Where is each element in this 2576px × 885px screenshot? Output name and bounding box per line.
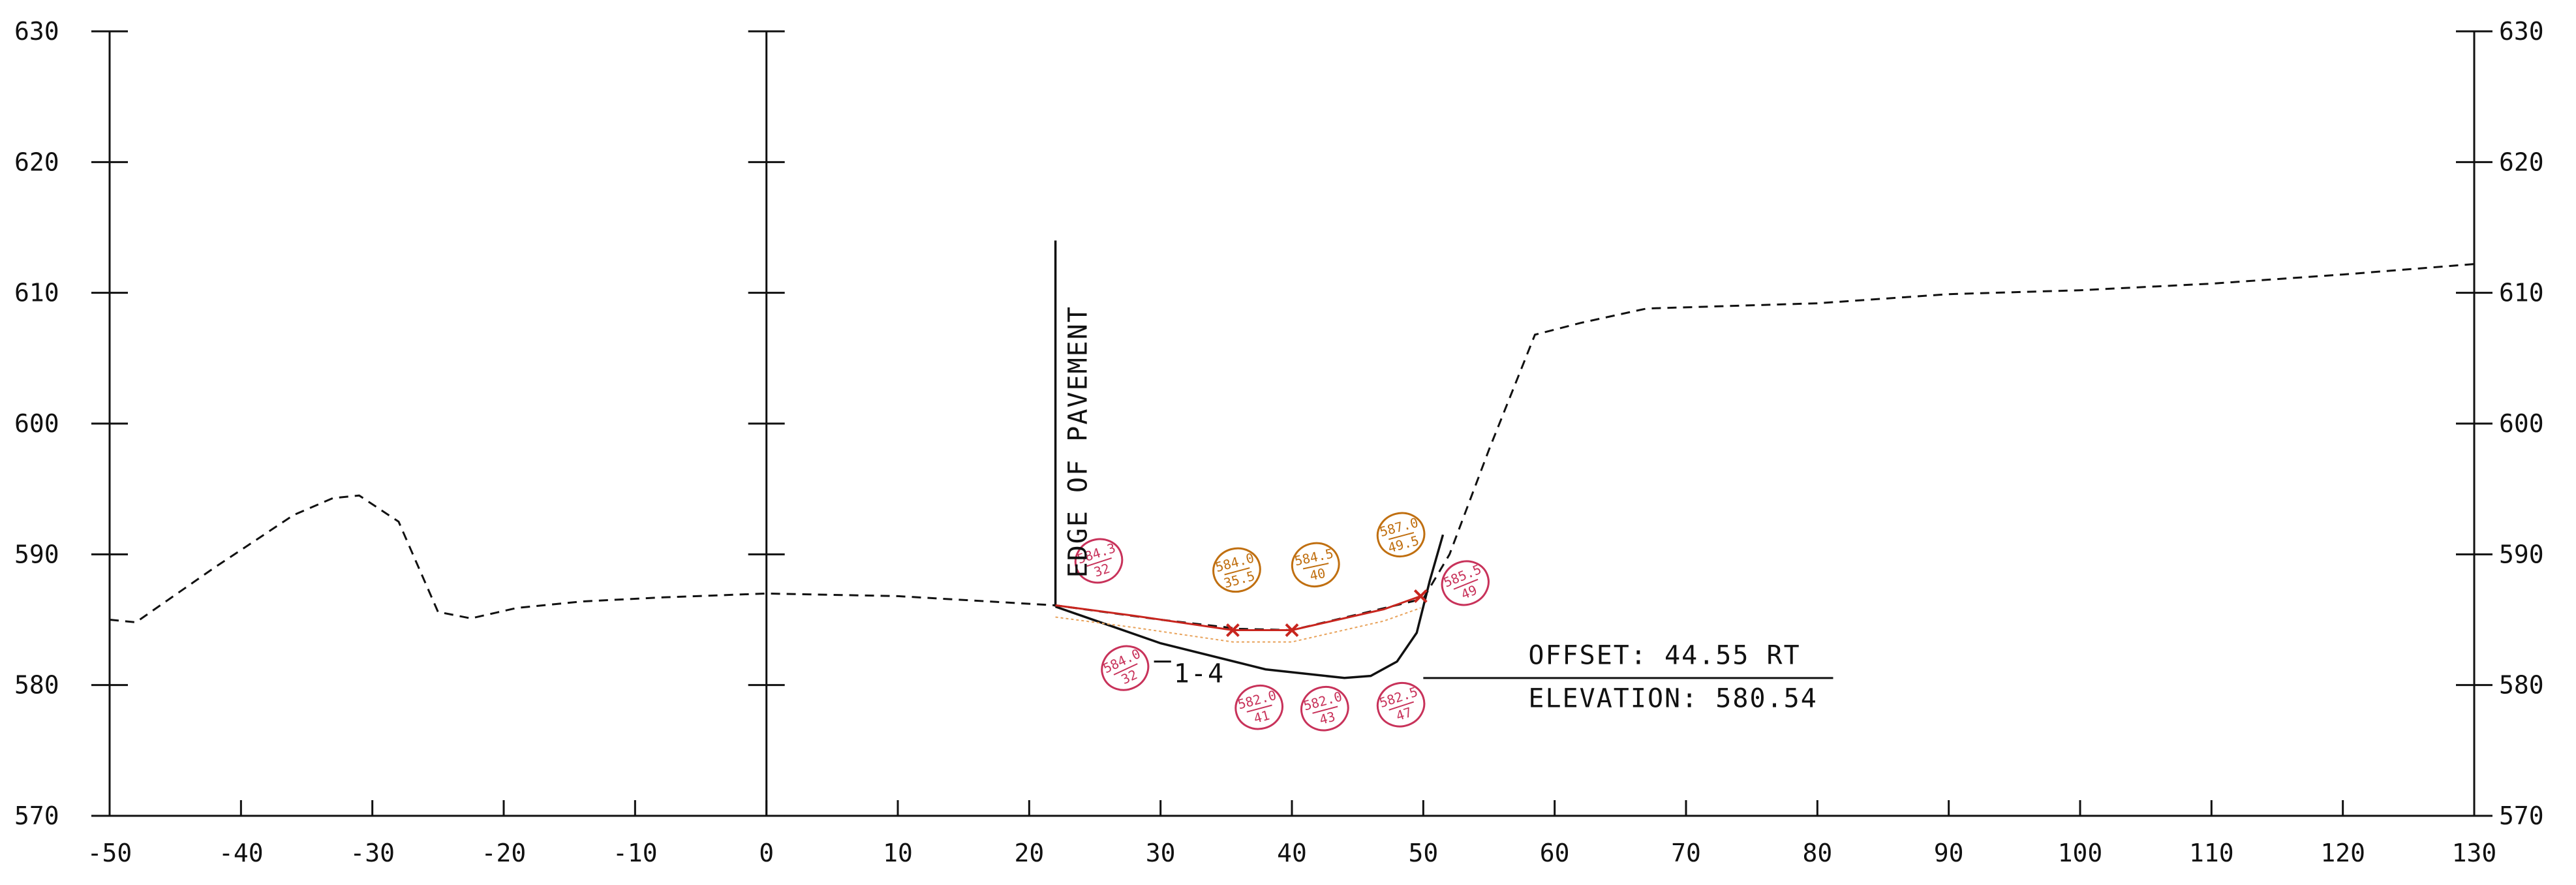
x-tick-label: 120 <box>2320 839 2365 867</box>
circled-note: 584.540 <box>1291 542 1340 587</box>
axes-layer <box>108 31 2476 817</box>
right-y-tick-label: 570 <box>2499 801 2544 830</box>
offset-label: OFFSET: 44.55 RT <box>1528 641 1800 671</box>
note-circle <box>1376 681 1426 728</box>
x-tick-label: 80 <box>1802 839 1832 867</box>
x-tick-label: 50 <box>1408 839 1438 867</box>
left-y-tick-label: 610 <box>14 279 59 307</box>
circled-note: 584.035.5 <box>1212 547 1261 593</box>
slope-label: 1-4 <box>1174 659 1225 689</box>
proposed-ditch-line <box>1055 534 1445 679</box>
survey-point-marker <box>1413 589 1428 603</box>
right-y-tick-label: 620 <box>2499 148 2544 176</box>
note-fraction-bar <box>1453 578 1479 590</box>
x-tick-label: 60 <box>1540 839 1570 867</box>
profile-lines-layer <box>109 240 2475 679</box>
x-tick-label: 90 <box>1934 839 1964 867</box>
note-fraction-bar <box>1086 557 1112 567</box>
elevation-label: ELEVATION: 580.54 <box>1528 684 1817 714</box>
circled-note: 587.049.5 <box>1376 512 1426 557</box>
edge-of-pavement-label: EDGE OF PAVEMENT <box>1064 305 1094 578</box>
right-y-tick-label: 600 <box>2499 409 2544 438</box>
note-circle <box>1291 542 1340 587</box>
x-tick-label: 100 <box>2058 839 2103 867</box>
right-y-tick-label: 580 <box>2499 671 2544 700</box>
note-circle <box>1300 686 1349 732</box>
circled-note: 582.043 <box>1300 686 1349 732</box>
note-fraction-bar <box>1302 563 1329 570</box>
right-y-tick-label: 610 <box>2499 279 2544 307</box>
left-y-tick-label: 580 <box>14 671 59 700</box>
note-circle <box>1441 560 1490 606</box>
note-offset-text: 40 <box>1308 565 1327 583</box>
x-tick-label: -50 <box>87 839 132 867</box>
note-fraction-bar <box>1113 663 1138 675</box>
left-y-tick-label: 600 <box>14 409 59 438</box>
left-y-tick-label: 590 <box>14 540 59 568</box>
ticks-layer: -50 -40 -30 -20 -10 0 10 20 30 40 50 60 70 80 90 100 110… <box>14 17 2544 867</box>
survey-point-marker <box>1225 623 1240 637</box>
circled-notes-layer: 584.332 584.035.5584.540587.049.5585.5495… <box>1074 512 1490 732</box>
note-circle <box>1074 538 1124 584</box>
x-tick-label: 30 <box>1146 839 1176 867</box>
note-circle <box>1101 645 1150 691</box>
circled-note: 582.041 <box>1234 685 1283 730</box>
x-tick-label: -10 <box>613 839 658 867</box>
note-fraction-bar <box>1224 567 1250 576</box>
survey-sketch-red <box>1055 595 1421 631</box>
left-y-tick-label: 630 <box>14 17 59 46</box>
note-fraction-bar <box>1388 532 1415 540</box>
x-tick-label: -20 <box>482 839 527 867</box>
circled-note: 584.032 <box>1101 645 1150 691</box>
x-tick-label: -40 <box>219 839 264 867</box>
right-y-tick-label: 630 <box>2499 17 2544 46</box>
survey-points-layer <box>1225 589 1428 637</box>
existing-ground-line <box>109 263 2475 632</box>
circled-note: 582.547 <box>1376 681 1426 728</box>
annotation-layer: EDGE OF PAVEMENT 1-4 OFFSET: 44.55 RT EL… <box>1064 305 1817 714</box>
x-tick-label: 10 <box>883 839 913 867</box>
left-y-tick-label: 620 <box>14 148 59 176</box>
note-offset-text: 32 <box>1119 666 1140 687</box>
note-fraction-bar <box>1312 706 1338 714</box>
x-tick-label: 70 <box>1671 839 1701 867</box>
note-fraction-bar <box>1388 701 1415 711</box>
survey-point-marker <box>1285 623 1299 637</box>
x-tick-label: 40 <box>1277 839 1307 867</box>
circled-note: 585.549 <box>1441 560 1490 606</box>
note-offset-text: 49 <box>1459 582 1479 602</box>
x-tick-label: 110 <box>2189 839 2234 867</box>
note-offset-text: 43 <box>1317 709 1336 728</box>
x-tick-label: 0 <box>759 839 774 867</box>
x-tick-label: -30 <box>350 839 395 867</box>
x-tick-label: 20 <box>1014 839 1044 867</box>
note-circle <box>1376 512 1426 557</box>
x-tick-label: 130 <box>2452 839 2497 867</box>
note-circle <box>1212 547 1261 593</box>
right-y-tick-label: 590 <box>2499 540 2544 568</box>
note-fraction-bar <box>1246 704 1272 713</box>
note-circle <box>1234 685 1283 730</box>
note-offset-text: 41 <box>1252 707 1271 726</box>
left-y-tick-label: 570 <box>14 801 59 830</box>
